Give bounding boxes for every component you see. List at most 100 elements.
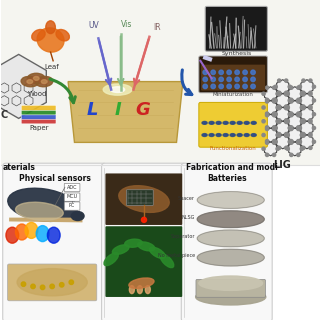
Ellipse shape <box>209 122 214 124</box>
Circle shape <box>274 85 277 88</box>
Ellipse shape <box>251 122 256 124</box>
Circle shape <box>262 92 265 95</box>
Circle shape <box>297 112 300 115</box>
Circle shape <box>302 93 305 96</box>
Circle shape <box>284 120 288 124</box>
Ellipse shape <box>17 269 87 296</box>
Circle shape <box>266 98 269 101</box>
Ellipse shape <box>129 286 134 294</box>
Circle shape <box>297 126 300 129</box>
Circle shape <box>251 77 255 82</box>
Circle shape <box>286 106 289 109</box>
Circle shape <box>302 119 305 122</box>
Circle shape <box>50 284 54 289</box>
Circle shape <box>312 113 316 116</box>
FancyBboxPatch shape <box>101 163 186 320</box>
Circle shape <box>290 126 293 129</box>
Circle shape <box>284 107 288 110</box>
Circle shape <box>302 146 305 149</box>
Circle shape <box>262 120 265 123</box>
Ellipse shape <box>36 76 53 87</box>
Circle shape <box>302 91 305 94</box>
Text: Miniaturization: Miniaturization <box>212 92 253 97</box>
Circle shape <box>284 93 288 96</box>
Text: Physical sensors: Physical sensors <box>19 174 91 183</box>
Ellipse shape <box>149 247 165 259</box>
Circle shape <box>298 85 301 88</box>
Text: Supercapacitors: Supercapacitors <box>108 174 179 183</box>
FancyBboxPatch shape <box>64 193 80 201</box>
Ellipse shape <box>27 80 33 84</box>
Circle shape <box>276 120 279 123</box>
Circle shape <box>262 133 265 137</box>
FancyBboxPatch shape <box>181 163 272 320</box>
Circle shape <box>297 86 300 89</box>
Circle shape <box>309 105 312 108</box>
FancyBboxPatch shape <box>21 119 56 124</box>
Ellipse shape <box>104 253 118 266</box>
Ellipse shape <box>197 230 264 247</box>
Circle shape <box>309 107 312 110</box>
FancyBboxPatch shape <box>3 163 106 320</box>
Circle shape <box>262 106 265 109</box>
Circle shape <box>290 153 293 156</box>
Circle shape <box>276 133 279 137</box>
Ellipse shape <box>244 134 249 137</box>
Circle shape <box>273 112 276 115</box>
Circle shape <box>277 134 281 137</box>
Text: Spacer: Spacer <box>178 196 195 201</box>
Circle shape <box>309 91 312 94</box>
Text: Synthesis: Synthesis <box>221 51 252 56</box>
Text: Functionalization: Functionalization <box>210 146 257 151</box>
Circle shape <box>309 146 312 149</box>
Text: PC: PC <box>69 203 75 208</box>
Circle shape <box>309 132 312 136</box>
FancyBboxPatch shape <box>105 173 182 225</box>
Ellipse shape <box>37 28 64 52</box>
Circle shape <box>219 77 223 82</box>
Circle shape <box>273 126 276 129</box>
Circle shape <box>309 119 312 122</box>
Ellipse shape <box>129 278 154 288</box>
Circle shape <box>273 153 276 156</box>
Circle shape <box>251 84 255 89</box>
FancyBboxPatch shape <box>21 105 56 110</box>
Circle shape <box>284 105 288 108</box>
Ellipse shape <box>138 242 155 251</box>
Ellipse shape <box>47 227 60 243</box>
Circle shape <box>277 119 281 122</box>
Circle shape <box>276 147 279 150</box>
Ellipse shape <box>196 289 266 305</box>
Circle shape <box>298 99 301 102</box>
Circle shape <box>297 140 300 143</box>
Circle shape <box>203 77 207 82</box>
Circle shape <box>298 140 301 143</box>
Ellipse shape <box>202 134 207 137</box>
Circle shape <box>274 126 277 130</box>
Circle shape <box>266 153 269 156</box>
Ellipse shape <box>202 122 207 124</box>
Ellipse shape <box>251 134 256 137</box>
Ellipse shape <box>197 192 264 208</box>
Ellipse shape <box>237 134 242 137</box>
Circle shape <box>300 133 303 137</box>
Circle shape <box>266 127 269 131</box>
Circle shape <box>273 114 276 117</box>
Circle shape <box>277 107 281 110</box>
Text: No metal piece: No metal piece <box>158 253 195 259</box>
Circle shape <box>203 84 207 89</box>
FancyBboxPatch shape <box>8 264 97 301</box>
FancyBboxPatch shape <box>21 114 56 119</box>
Circle shape <box>290 112 293 115</box>
Circle shape <box>297 127 300 131</box>
Circle shape <box>290 127 293 131</box>
Text: C: C <box>1 110 8 120</box>
Ellipse shape <box>197 211 264 228</box>
Circle shape <box>262 147 265 150</box>
Ellipse shape <box>33 76 39 80</box>
Circle shape <box>309 93 312 96</box>
Ellipse shape <box>41 80 47 84</box>
Circle shape <box>276 92 279 95</box>
Circle shape <box>266 114 269 117</box>
Circle shape <box>277 91 281 94</box>
